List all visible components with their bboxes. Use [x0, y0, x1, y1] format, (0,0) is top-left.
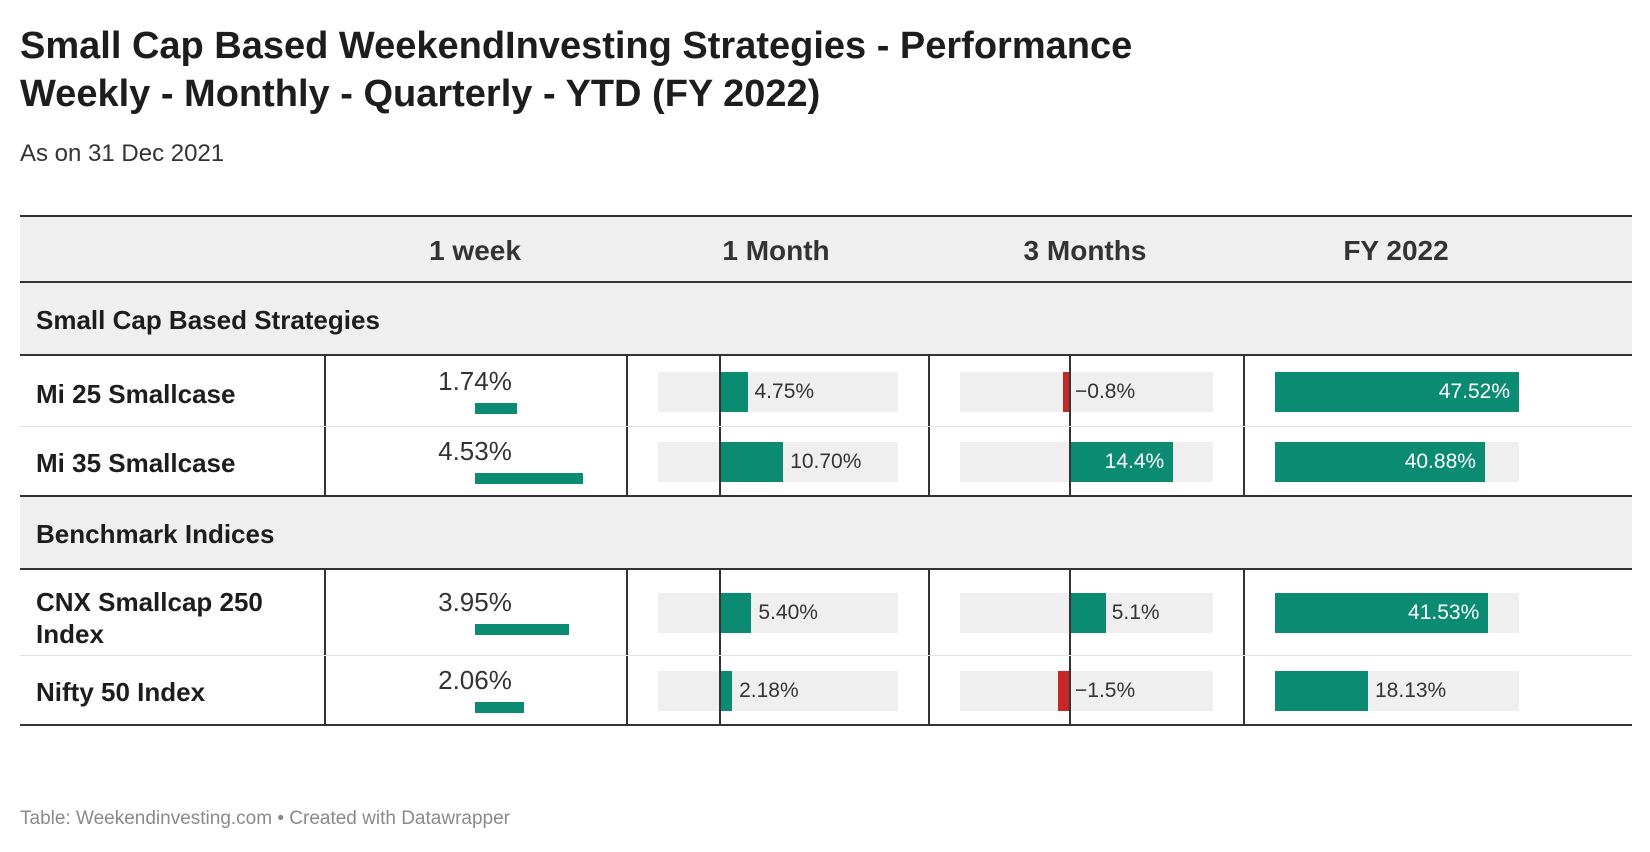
quarter-track	[960, 671, 1213, 711]
week-value-label: 3.95%	[438, 587, 512, 617]
column-separator	[626, 570, 628, 656]
column-header: FY 2022	[1343, 235, 1449, 266]
row-name: CNX Smallcap 250 Index	[36, 587, 263, 649]
table-row: Mi 25 Smallcase 1.74% 4.75% −0.8% 47.52%	[20, 356, 1632, 427]
month-zero-axis	[719, 356, 721, 427]
row-divider	[20, 655, 1632, 656]
column-separator	[626, 356, 628, 427]
month-value-label: 5.40%	[758, 601, 818, 624]
fy-bar	[1275, 671, 1368, 711]
month-zero-axis	[719, 427, 721, 497]
column-separator	[1243, 427, 1245, 497]
month-zero-axis	[719, 570, 721, 656]
month-value-label: 4.75%	[754, 380, 815, 403]
column-header: 1 week	[429, 235, 521, 266]
column-header: 1 Month	[722, 235, 830, 266]
fy-bar	[1275, 442, 1485, 482]
quarter-value-label: 5.1%	[1111, 601, 1160, 624]
table-row: Nifty 50 Index 2.06% 2.18% −1.5% 18.13%	[20, 656, 1632, 726]
quarter-zero-axis	[1069, 427, 1071, 497]
section-divider	[20, 724, 1632, 726]
week-bar	[475, 624, 570, 635]
column-separator	[626, 656, 628, 726]
fy-value-label: 18.13%	[1375, 679, 1447, 702]
quarter-zero-axis	[1069, 356, 1071, 427]
month-value-label: 2.18%	[739, 679, 799, 702]
quarter-bar	[1069, 442, 1173, 482]
chart-subtitle: As on 31 Dec 2021	[20, 140, 225, 167]
month-bar	[719, 442, 784, 482]
month-bar	[719, 372, 748, 412]
month-bar	[719, 671, 733, 711]
group-header: Small Cap Based Strategies	[20, 283, 1632, 356]
table-row: CNX Smallcap 250 Index 3.95% 5.40% 5.1% 41.5…	[20, 570, 1632, 656]
quarter-bar	[1058, 671, 1069, 711]
column-separator	[1243, 356, 1245, 427]
column-separator	[324, 427, 326, 497]
group-label: Benchmark Indices	[36, 519, 275, 549]
month-bar	[719, 593, 752, 633]
month-value-label: 10.70%	[790, 450, 862, 473]
column-separator	[928, 356, 930, 427]
week-value-label: 2.06%	[438, 665, 512, 695]
week-bar	[475, 702, 525, 713]
group-label: Small Cap Based Strategies	[36, 305, 380, 335]
column-separator	[626, 427, 628, 497]
row-name: Nifty 50 Index	[36, 677, 206, 707]
title-line-2: Weekly - Monthly - Quarterly - YTD (FY 2…	[20, 73, 821, 115]
fy-value-label: 47.52%	[1438, 380, 1510, 403]
quarter-zero-axis	[1069, 570, 1071, 656]
column-separator	[928, 656, 930, 726]
column-separator	[324, 570, 326, 656]
column-separator	[1243, 656, 1245, 726]
section-divider	[20, 495, 1632, 497]
row-divider	[20, 426, 1632, 427]
fy-bar	[1275, 593, 1489, 633]
row-name: Mi 25 Smallcase	[36, 379, 236, 409]
month-zero-axis	[719, 656, 721, 726]
quarter-bar	[1063, 372, 1069, 412]
month-track	[658, 372, 898, 412]
column-separator	[928, 570, 930, 656]
column-separator	[324, 656, 326, 726]
column-separator	[324, 356, 326, 427]
week-bar	[475, 473, 584, 484]
quarter-track	[960, 372, 1213, 412]
month-track	[658, 671, 898, 711]
quarter-value-label: 14.4%	[1104, 450, 1165, 473]
quarter-value-label: −0.8%	[1075, 380, 1136, 403]
fy-bar	[1275, 372, 1519, 412]
row-name: Mi 35 Smallcase	[36, 448, 236, 478]
week-bar	[475, 403, 517, 414]
column-separator	[1243, 570, 1245, 656]
quarter-value-label: −1.5%	[1075, 679, 1136, 702]
week-value-label: 4.53%	[438, 436, 512, 466]
chart-footer: Table: Weekendinvesting.com • Created wi…	[20, 808, 510, 829]
table-header: 1 week 1 Month 3 Months FY 2022	[20, 215, 1632, 283]
fy-value-label: 40.88%	[1404, 450, 1476, 473]
table-row: Mi 35 Smallcase 4.53% 10.70% 14.4% 40.88%	[20, 427, 1632, 497]
title-line-1: Small Cap Based WeekendInvesting Strateg…	[20, 25, 1133, 67]
chart-title: Small Cap Based WeekendInvesting Strateg…	[20, 22, 1132, 118]
month-track	[658, 593, 898, 633]
column-separator	[928, 427, 930, 497]
column-header: 3 Months	[1023, 235, 1147, 266]
quarter-bar	[1069, 593, 1106, 633]
week-value-label: 1.74%	[438, 366, 512, 396]
fy-value-label: 41.53%	[1408, 601, 1480, 624]
group-header: Benchmark Indices	[20, 497, 1632, 570]
quarter-zero-axis	[1069, 656, 1071, 726]
